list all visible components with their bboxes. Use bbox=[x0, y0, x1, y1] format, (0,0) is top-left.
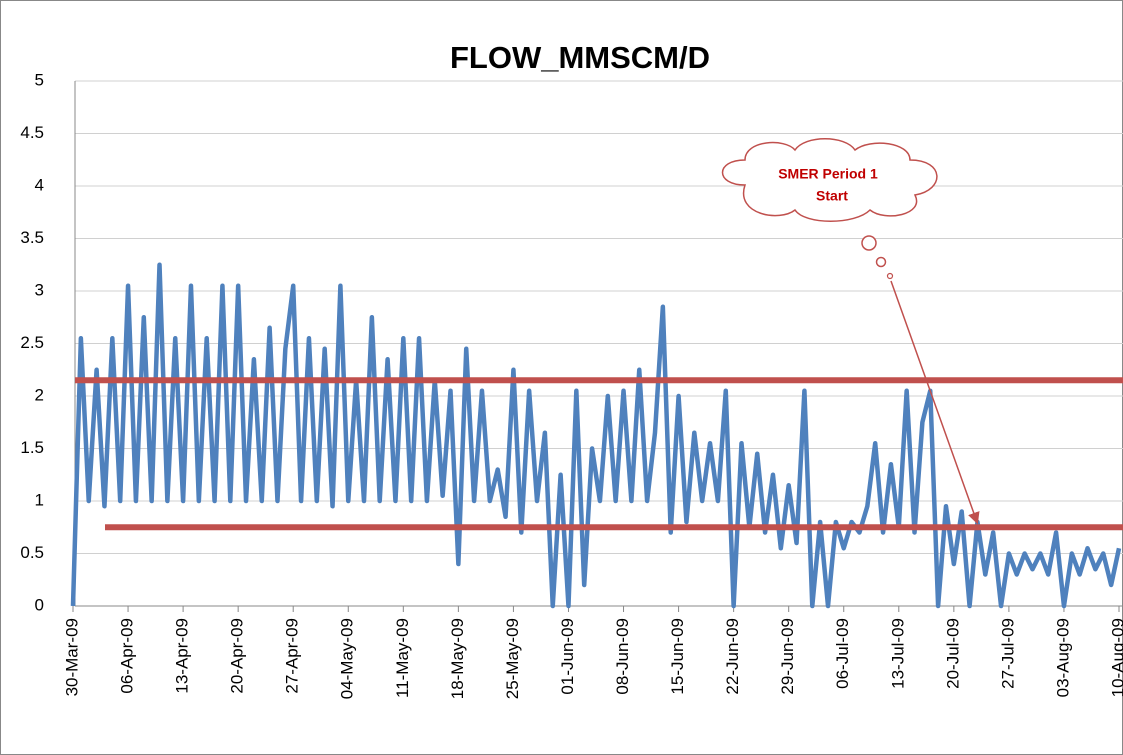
x-tick-label: 30-Mar-09 bbox=[62, 618, 81, 696]
x-tick-label: 25-May-09 bbox=[503, 618, 522, 699]
x-tick-label: 20-Jul-09 bbox=[943, 618, 962, 689]
x-tick-label: 03-Aug-09 bbox=[1053, 618, 1072, 697]
y-tick-label: 3 bbox=[35, 280, 44, 299]
annotation-arrow bbox=[890, 280, 980, 525]
y-tick-label: 0.5 bbox=[20, 543, 44, 562]
x-tick-label: 04-May-09 bbox=[338, 618, 357, 699]
y-tick-label: 1 bbox=[35, 490, 44, 509]
x-tick-label: 11-May-09 bbox=[393, 618, 412, 698]
x-tick-label: 01-Jun-09 bbox=[558, 618, 577, 695]
x-tick-label: 06-Jul-09 bbox=[833, 618, 852, 689]
y-tick-label: 0 bbox=[35, 595, 44, 614]
y-tick-label: 2 bbox=[35, 385, 44, 404]
y-tick-label: 1.5 bbox=[20, 438, 44, 457]
annotation-text: Start bbox=[816, 188, 848, 204]
x-tick-label: 13-Jul-09 bbox=[888, 618, 907, 689]
callout-cloud bbox=[721, 138, 938, 222]
x-tick-label: 22-Jun-09 bbox=[723, 618, 742, 695]
x-tick-label: 06-Apr-09 bbox=[118, 618, 137, 694]
x-tick-label: 13-Apr-09 bbox=[173, 618, 192, 694]
data-line bbox=[70, 262, 1122, 609]
plot-area bbox=[70, 262, 1123, 609]
x-tick-label: 27-Apr-09 bbox=[283, 618, 302, 694]
x-tick-label: 15-Jun-09 bbox=[668, 618, 687, 695]
callout-bubble bbox=[861, 235, 877, 251]
x-tick-label: 08-Jun-09 bbox=[613, 618, 632, 695]
y-tick-label: 5 bbox=[35, 70, 44, 89]
y-tick-label: 4.5 bbox=[20, 123, 44, 142]
y-tick-label: 2.5 bbox=[20, 333, 44, 352]
chart-title: FLOW_MMSCM/D bbox=[450, 40, 710, 75]
x-tick-label: 20-Apr-09 bbox=[228, 618, 247, 694]
x-tick-label: 27-Jul-09 bbox=[998, 618, 1017, 689]
x-tick-label: 18-May-09 bbox=[448, 618, 467, 699]
annotation-text: SMER Period 1 bbox=[778, 166, 878, 182]
callout-bubble bbox=[875, 256, 887, 268]
y-tick-label: 3.5 bbox=[20, 228, 44, 247]
callout-bubble bbox=[886, 272, 894, 280]
y-tick-label: 4 bbox=[35, 175, 44, 194]
x-tick-label: 10-Aug-09 bbox=[1108, 618, 1123, 697]
x-tick-label: 29-Jun-09 bbox=[778, 618, 797, 695]
